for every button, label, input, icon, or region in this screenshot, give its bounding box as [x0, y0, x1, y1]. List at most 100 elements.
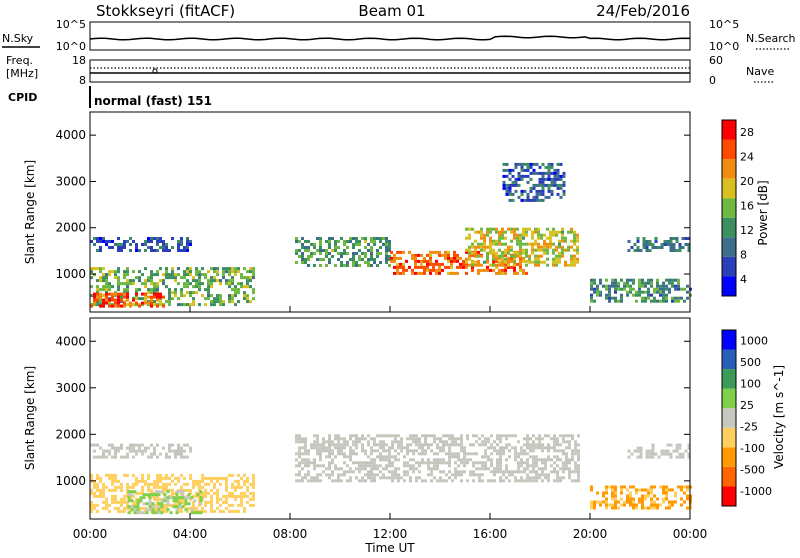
echo-cell	[186, 246, 189, 249]
echo-cell	[156, 443, 159, 447]
echo-cell	[111, 494, 114, 498]
echo-cell	[420, 262, 423, 266]
echo-cell	[379, 455, 382, 459]
echo-cell	[180, 446, 183, 450]
echo-cell	[623, 500, 626, 504]
echo-cell	[547, 177, 551, 181]
echo-cell	[189, 240, 192, 243]
echo-cell	[379, 240, 382, 243]
echo-cell	[508, 455, 511, 459]
echo-cell	[681, 237, 685, 240]
echo-cell	[421, 461, 424, 465]
echo-cell	[108, 503, 111, 507]
echo-cell	[495, 271, 498, 275]
echo-cell	[626, 500, 629, 504]
echo-cell	[547, 183, 551, 187]
echo-cell	[504, 251, 507, 255]
echo-cell	[513, 227, 516, 231]
echo-cell	[120, 485, 123, 489]
echo-cell	[465, 262, 468, 266]
echo-cell	[423, 265, 426, 269]
echo-cell	[358, 461, 361, 465]
echo-cell	[627, 449, 631, 453]
echo-cell	[252, 297, 255, 301]
echo-cell	[397, 458, 400, 462]
echo-cell	[532, 446, 535, 450]
echo-cell	[522, 236, 525, 240]
echo-cell	[635, 488, 638, 492]
echo-cell	[367, 455, 370, 459]
echo-cell	[397, 452, 400, 456]
echo-cell	[547, 171, 551, 175]
echo-cell	[141, 449, 144, 453]
echo-cell	[234, 509, 237, 513]
echo-cell	[504, 236, 507, 240]
echo-cell	[169, 511, 173, 515]
echo-cell	[547, 458, 550, 462]
echo-cell	[593, 503, 596, 507]
echo-cell	[175, 505, 179, 509]
echo-cell	[565, 440, 568, 444]
echo-cell	[421, 434, 424, 438]
echo-cell	[168, 300, 171, 304]
echo-cell	[629, 494, 632, 498]
echo-cell	[447, 253, 450, 257]
echo-cell	[505, 162, 509, 166]
echo-cell	[471, 242, 474, 246]
echo-cell	[489, 236, 492, 240]
echo-cell	[240, 500, 243, 504]
echo-cell	[568, 443, 571, 447]
echo-cell	[672, 237, 676, 240]
echo-cell	[364, 437, 367, 441]
echo-cell	[525, 271, 528, 275]
echo-cell	[496, 437, 499, 441]
echo-cell	[127, 496, 131, 500]
echo-cell	[636, 455, 640, 459]
echo-cell	[626, 278, 629, 282]
echo-cell	[650, 491, 653, 495]
echo-cell	[680, 287, 683, 291]
echo-cell	[216, 488, 219, 492]
echo-cell	[626, 290, 629, 294]
echo-cell	[349, 470, 352, 474]
echo-cell	[132, 482, 135, 486]
echo-cell	[213, 297, 216, 301]
echo-cell	[611, 485, 614, 489]
echo-cell	[493, 479, 496, 483]
echo-cell	[195, 279, 198, 283]
echo-cell	[645, 449, 649, 453]
echo-cell	[574, 479, 577, 483]
echo-cell	[216, 476, 219, 480]
echo-cell	[105, 449, 108, 453]
echo-cell	[108, 449, 111, 453]
echo-cell	[168, 291, 171, 295]
echo-cell	[180, 243, 183, 246]
echo-cell	[528, 257, 531, 261]
echo-cell	[370, 479, 373, 483]
echo-cell	[489, 230, 492, 234]
echo-cell	[132, 298, 135, 302]
echo-cell	[514, 165, 518, 169]
echo-cell	[654, 240, 658, 243]
echo-cell	[474, 239, 477, 243]
echo-cell	[325, 255, 328, 258]
echo-cell	[313, 446, 316, 450]
echo-cell	[529, 479, 532, 483]
echo-cell	[231, 473, 234, 477]
echo-cell	[364, 449, 367, 453]
echo-cell	[519, 265, 522, 269]
echo-cell	[139, 496, 143, 500]
echo-cell	[367, 476, 370, 480]
echo-cell	[660, 449, 664, 453]
echo-cell	[96, 295, 99, 299]
echo-cell	[316, 452, 319, 456]
echo-cell	[457, 470, 460, 474]
echo-cell	[474, 263, 477, 267]
echo-cell	[231, 270, 234, 274]
echo-cell	[487, 479, 490, 483]
echo-cell	[535, 455, 538, 459]
echo-cell	[561, 227, 564, 231]
echo-cell	[364, 246, 367, 249]
echo-cell	[168, 297, 171, 301]
